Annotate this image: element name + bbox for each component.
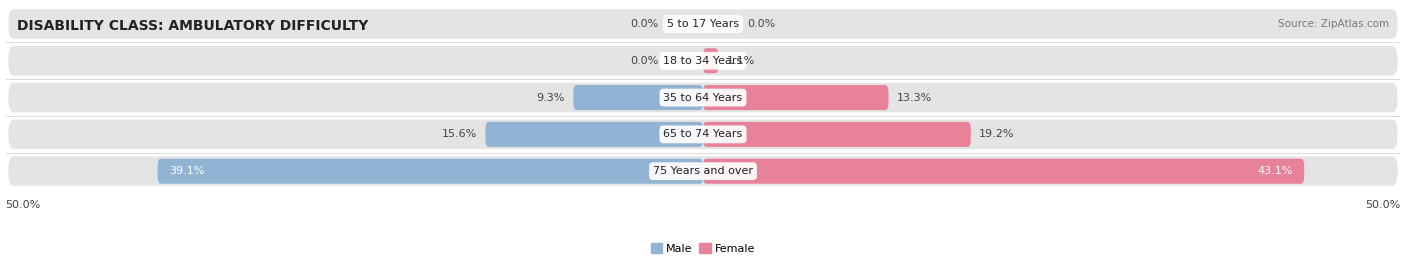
- Text: 75 Years and over: 75 Years and over: [652, 166, 754, 176]
- Text: 1.1%: 1.1%: [727, 56, 755, 66]
- FancyBboxPatch shape: [8, 9, 1398, 39]
- Text: 50.0%: 50.0%: [1365, 200, 1400, 210]
- Text: 43.1%: 43.1%: [1257, 166, 1294, 176]
- Text: 5 to 17 Years: 5 to 17 Years: [666, 19, 740, 29]
- Text: 13.3%: 13.3%: [897, 92, 932, 103]
- Legend: Male, Female: Male, Female: [651, 243, 755, 254]
- FancyBboxPatch shape: [8, 46, 1398, 76]
- FancyBboxPatch shape: [8, 157, 1398, 186]
- FancyBboxPatch shape: [157, 159, 703, 184]
- Text: 35 to 64 Years: 35 to 64 Years: [664, 92, 742, 103]
- Text: 0.0%: 0.0%: [630, 56, 658, 66]
- FancyBboxPatch shape: [8, 120, 1398, 149]
- Text: DISABILITY CLASS: AMBULATORY DIFFICULTY: DISABILITY CLASS: AMBULATORY DIFFICULTY: [17, 19, 368, 33]
- FancyBboxPatch shape: [703, 85, 889, 110]
- FancyBboxPatch shape: [485, 122, 703, 147]
- Text: Source: ZipAtlas.com: Source: ZipAtlas.com: [1278, 19, 1389, 29]
- Text: 19.2%: 19.2%: [979, 129, 1015, 139]
- Text: 9.3%: 9.3%: [537, 92, 565, 103]
- Text: 18 to 34 Years: 18 to 34 Years: [664, 56, 742, 66]
- Text: 50.0%: 50.0%: [6, 200, 41, 210]
- FancyBboxPatch shape: [574, 85, 703, 110]
- Text: 15.6%: 15.6%: [441, 129, 477, 139]
- Text: 0.0%: 0.0%: [630, 19, 658, 29]
- Text: 0.0%: 0.0%: [748, 19, 776, 29]
- FancyBboxPatch shape: [703, 122, 970, 147]
- FancyBboxPatch shape: [8, 83, 1398, 112]
- Text: 65 to 74 Years: 65 to 74 Years: [664, 129, 742, 139]
- Text: 39.1%: 39.1%: [169, 166, 204, 176]
- FancyBboxPatch shape: [703, 48, 718, 73]
- FancyBboxPatch shape: [703, 159, 1305, 184]
